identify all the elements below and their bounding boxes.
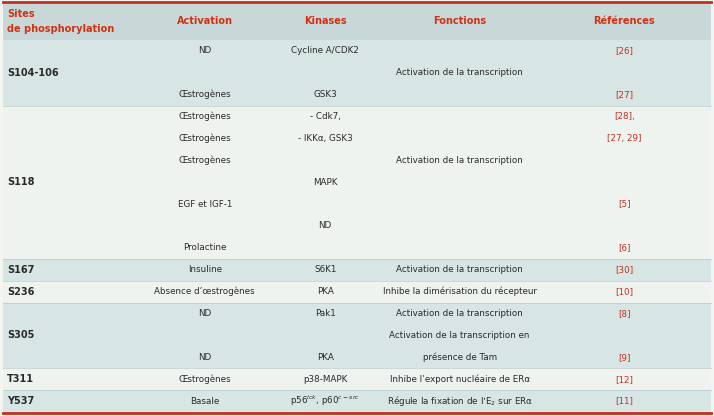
Text: S236: S236 bbox=[7, 287, 34, 297]
Text: T311: T311 bbox=[7, 374, 34, 384]
Text: de phosphorylation: de phosphorylation bbox=[7, 24, 114, 34]
Text: S118: S118 bbox=[7, 177, 34, 187]
Text: Sites: Sites bbox=[7, 9, 34, 19]
Text: Pak1: Pak1 bbox=[315, 309, 336, 318]
Text: présence de Tam: présence de Tam bbox=[423, 352, 497, 362]
Text: [10]: [10] bbox=[615, 287, 633, 296]
Text: [28],: [28], bbox=[614, 112, 635, 121]
Text: Œstrogènes: Œstrogènes bbox=[178, 90, 231, 99]
Text: p56$^{lck}$, p60$^{c-src}$: p56$^{lck}$, p60$^{c-src}$ bbox=[290, 394, 360, 408]
Bar bbox=[3, 302, 711, 368]
Text: Kinases: Kinases bbox=[304, 16, 346, 26]
Text: ND: ND bbox=[318, 221, 332, 230]
Text: [5]: [5] bbox=[618, 200, 630, 208]
Text: ND: ND bbox=[198, 353, 211, 362]
Text: [30]: [30] bbox=[615, 265, 633, 274]
Text: Œstrogènes: Œstrogènes bbox=[178, 112, 231, 121]
Text: Cycline A/CDK2: Cycline A/CDK2 bbox=[291, 47, 359, 55]
Text: Activation: Activation bbox=[177, 16, 233, 26]
Text: - Cdk7,: - Cdk7, bbox=[310, 112, 341, 121]
Text: [27]: [27] bbox=[615, 90, 633, 99]
Text: Basale: Basale bbox=[190, 396, 219, 406]
Text: Régule la fixation de l’E$_2$ sur ERα: Régule la fixation de l’E$_2$ sur ERα bbox=[386, 394, 533, 408]
Text: [9]: [9] bbox=[618, 353, 630, 362]
Text: ND: ND bbox=[198, 47, 211, 55]
Bar bbox=[3, 106, 711, 259]
Text: EGF et IGF-1: EGF et IGF-1 bbox=[178, 200, 232, 208]
Text: GSK3: GSK3 bbox=[313, 90, 337, 99]
Text: p38-MAPK: p38-MAPK bbox=[303, 375, 347, 384]
Text: [26]: [26] bbox=[615, 47, 633, 55]
Text: Activation de la transcription: Activation de la transcription bbox=[396, 68, 523, 77]
Text: Inhibe la dimérisation du récepteur: Inhibe la dimérisation du récepteur bbox=[383, 287, 537, 296]
Text: Œstrogènes: Œstrogènes bbox=[178, 156, 231, 165]
Text: MAPK: MAPK bbox=[313, 178, 338, 187]
Text: S104-106: S104-106 bbox=[7, 68, 59, 78]
Bar bbox=[3, 40, 711, 106]
Text: [27, 29]: [27, 29] bbox=[607, 134, 641, 143]
Text: Activation de la transcription: Activation de la transcription bbox=[396, 265, 523, 274]
Text: [6]: [6] bbox=[618, 243, 630, 253]
Text: S167: S167 bbox=[7, 265, 34, 275]
Bar bbox=[3, 281, 711, 302]
Text: PKA: PKA bbox=[317, 353, 333, 362]
Text: [8]: [8] bbox=[618, 309, 630, 318]
Text: S305: S305 bbox=[7, 330, 34, 340]
Text: - IKKα, GSK3: - IKKα, GSK3 bbox=[298, 134, 353, 143]
Text: [12]: [12] bbox=[615, 375, 633, 384]
Text: [11]: [11] bbox=[615, 396, 633, 406]
Bar bbox=[3, 259, 711, 281]
Text: Insuline: Insuline bbox=[188, 265, 222, 274]
Text: Fonctions: Fonctions bbox=[433, 16, 486, 26]
Text: Œstrogènes: Œstrogènes bbox=[178, 134, 231, 143]
Text: S6K1: S6K1 bbox=[314, 265, 336, 274]
Text: Activation de la transcription: Activation de la transcription bbox=[396, 309, 523, 318]
Text: Œstrogènes: Œstrogènes bbox=[178, 374, 231, 384]
Bar bbox=[3, 390, 711, 412]
Text: ND: ND bbox=[198, 309, 211, 318]
Bar bbox=[3, 2, 711, 40]
Text: Absence d’œstrogènes: Absence d’œstrogènes bbox=[154, 287, 255, 296]
Text: Références: Références bbox=[593, 16, 655, 26]
Text: Activation de la transcription: Activation de la transcription bbox=[396, 156, 523, 165]
Text: Inhibe l’export nucléaire de ERα: Inhibe l’export nucléaire de ERα bbox=[390, 374, 530, 384]
Bar bbox=[3, 368, 711, 390]
Text: PKA: PKA bbox=[317, 287, 333, 296]
Text: Prolactine: Prolactine bbox=[183, 243, 226, 253]
Text: Activation de la transcription en: Activation de la transcription en bbox=[389, 331, 530, 340]
Text: Y537: Y537 bbox=[7, 396, 34, 406]
